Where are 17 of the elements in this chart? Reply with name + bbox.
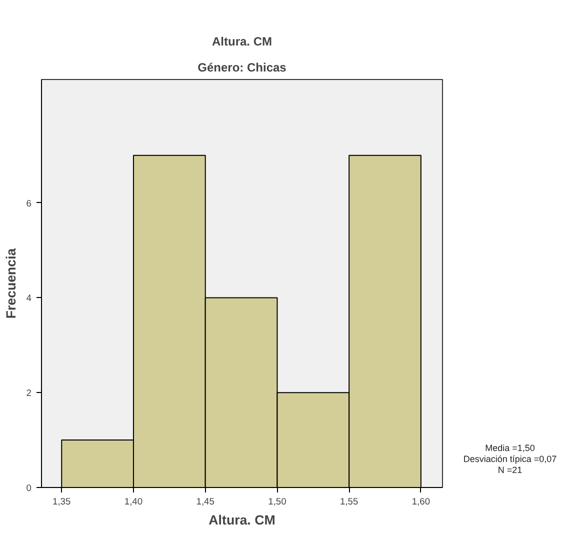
x-tick-label: 1,45: [196, 496, 214, 506]
x-axis-title: Altura. CM: [208, 512, 276, 528]
y-axis-title: Frecuencia: [3, 248, 18, 319]
x-tick-label: 1,55: [340, 496, 358, 506]
text: Desviación típica =0,07: [463, 454, 557, 464]
y-tick-label: 4: [26, 293, 32, 304]
x-tick-label: 1,40: [124, 496, 143, 506]
y-tick-label: 0: [26, 483, 32, 493]
chart-subtitle: Género: Chicas: [198, 60, 287, 74]
x-tick-label: 1,60: [412, 496, 430, 506]
x-tick-label: 1,35: [52, 496, 71, 506]
y-tick-label: 6: [26, 198, 32, 208]
x-tick-label: 1,50: [268, 496, 286, 506]
text: Media =1,50: [485, 443, 535, 453]
text: N =21: [498, 465, 522, 475]
y-tick-label: 2: [26, 388, 32, 398]
chart-title: Altura. CM: [212, 34, 272, 48]
